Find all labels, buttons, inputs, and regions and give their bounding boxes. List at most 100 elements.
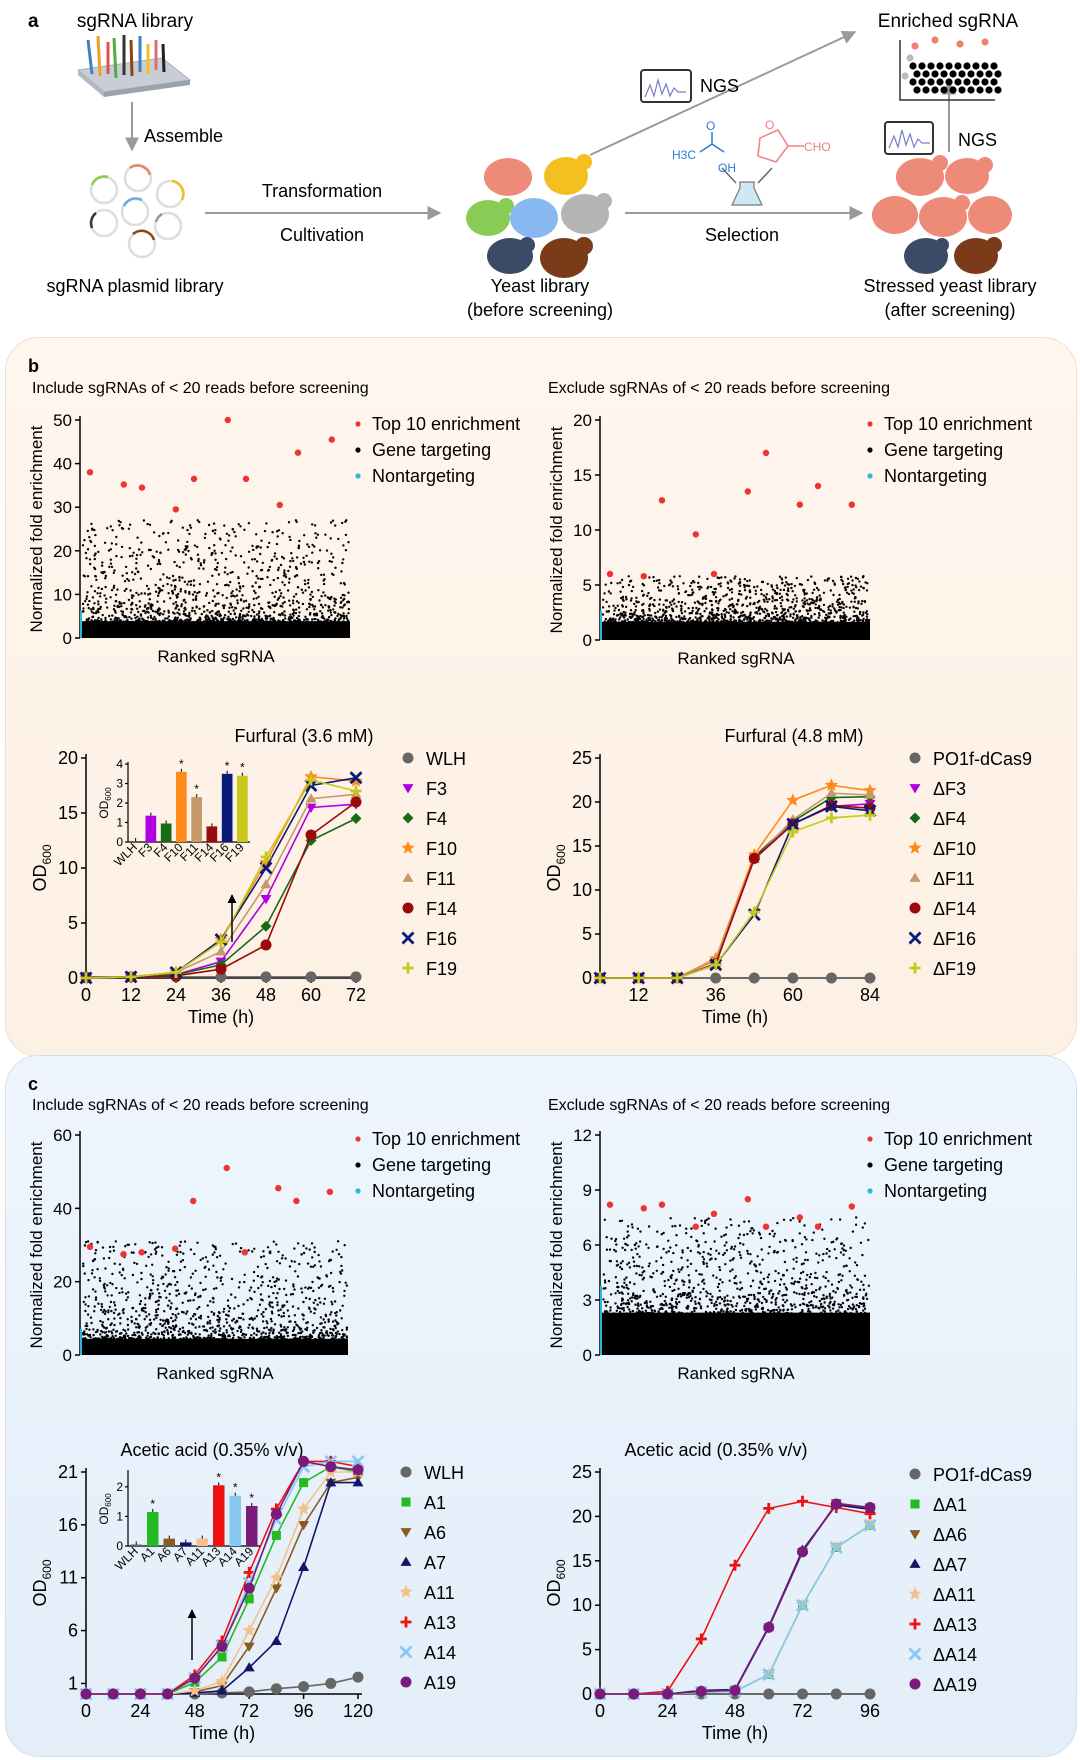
top10-point — [86, 469, 94, 476]
gene-targeting-point — [135, 1262, 139, 1266]
gene-targeting-point — [772, 1292, 775, 1296]
gene-targeting-point — [143, 609, 146, 613]
gene-targeting-point — [853, 610, 856, 613]
gene-targeting-point — [217, 573, 221, 576]
y-tick-label: 0 — [63, 629, 72, 648]
gene-targeting-point — [817, 612, 821, 615]
gene-targeting-point — [640, 620, 644, 623]
gene-targeting-point — [832, 622, 835, 625]
gene-targeting-point — [216, 592, 219, 595]
gene-targeting-point — [166, 1285, 169, 1288]
gene-targeting-point — [789, 1219, 792, 1222]
gene-targeting-point — [843, 620, 847, 624]
gene-targeting-point — [136, 621, 139, 624]
enriched-dot — [922, 70, 930, 78]
gene-targeting-point — [242, 1318, 245, 1321]
gene-targeting-point — [100, 564, 104, 567]
y-tick-label: 20 — [53, 1273, 72, 1292]
gene-targeting-point — [196, 519, 199, 522]
gene-targeting-point — [837, 601, 841, 604]
gene-targeting-point — [787, 622, 790, 625]
gene-targeting-point — [294, 1320, 297, 1324]
gene-targeting-point — [260, 539, 263, 542]
gene-targeting-point — [225, 583, 228, 586]
gene-targeting-point — [318, 1277, 321, 1280]
marker-diamond — [909, 812, 921, 824]
gene-targeting-point — [267, 615, 271, 618]
gene-targeting-point — [118, 620, 121, 623]
gene-targeting-point — [740, 620, 744, 623]
gene-targeting-point — [730, 587, 734, 591]
gene-targeting-point — [258, 1303, 262, 1306]
gene-targeting-point — [85, 597, 88, 601]
gene-targeting-point — [110, 1338, 113, 1342]
gene-targeting-point — [167, 611, 170, 614]
gene-targeting-point — [255, 1327, 259, 1330]
gene-targeting-point — [206, 1260, 209, 1263]
gene-targeting-point — [302, 1244, 305, 1248]
gene-targeting-point — [776, 613, 779, 617]
gene-targeting-point — [626, 1225, 630, 1228]
gene-targeting-point — [630, 589, 633, 593]
gene-targeting-point — [244, 1333, 248, 1337]
gene-targeting-point — [766, 1308, 770, 1312]
gene-targeting-point — [158, 562, 162, 566]
gene-targeting-point — [767, 614, 771, 618]
gene-targeting-point — [608, 619, 611, 622]
top10-point — [710, 570, 718, 578]
gene-targeting-point — [700, 586, 703, 589]
gene-targeting-point — [169, 597, 172, 600]
gene-targeting-point — [88, 599, 91, 603]
enriched-dot — [981, 62, 989, 70]
gene-targeting-point — [341, 561, 344, 565]
gene-targeting-point — [154, 1314, 157, 1317]
gene-targeting-point — [91, 1288, 95, 1291]
gene-targeting-point — [275, 1296, 278, 1300]
gene-targeting-point — [115, 535, 118, 539]
gene-targeting-point — [782, 616, 786, 619]
gene-targeting-point — [677, 600, 680, 604]
gene-targeting-point — [222, 606, 226, 610]
gene-targeting-point — [296, 620, 299, 623]
gene-targeting-point — [256, 577, 260, 580]
gene-targeting-point — [204, 594, 208, 597]
gene-targeting-point — [609, 617, 612, 620]
gene-targeting-point — [322, 573, 326, 576]
gene-targeting-point — [792, 1258, 795, 1261]
gene-targeting-point — [305, 621, 308, 624]
gene-targeting-point — [126, 1334, 130, 1338]
gene-targeting-point — [748, 1262, 752, 1265]
gene-targeting-point — [319, 620, 323, 624]
gene-targeting-point — [710, 603, 714, 607]
gene-targeting-point — [803, 588, 806, 592]
gene-targeting-point — [183, 580, 186, 583]
gene-targeting-point — [304, 1296, 308, 1300]
gene-targeting-point — [276, 535, 279, 538]
gene-targeting-point — [123, 601, 126, 605]
gene-targeting-point — [111, 614, 114, 617]
gene-targeting-point — [320, 1283, 324, 1287]
gene-targeting-point — [237, 523, 240, 526]
gene-targeting-point — [313, 1250, 316, 1254]
gene-targeting-point — [336, 1240, 340, 1243]
gene-targeting-point — [154, 610, 157, 613]
gene-targeting-point — [239, 1326, 242, 1329]
gene-targeting-point — [152, 556, 156, 559]
gene-targeting-point — [292, 619, 296, 622]
gene-targeting-point — [205, 592, 209, 595]
gene-targeting-point — [786, 589, 790, 592]
gene-targeting-point — [153, 1248, 157, 1251]
gene-targeting-point — [714, 600, 718, 603]
marker-circle — [215, 971, 227, 983]
gene-targeting-point — [295, 616, 299, 620]
gene-targeting-point — [103, 620, 106, 624]
gene-targeting-point — [298, 539, 301, 543]
gene-targeting-point — [167, 620, 170, 623]
gene-targeting-point — [337, 1253, 341, 1256]
gene-targeting-point — [113, 609, 117, 613]
gene-targeting-point — [833, 1300, 836, 1304]
gene-targeting-point — [648, 603, 652, 606]
gene-targeting-point — [199, 1258, 202, 1262]
gene-targeting-point — [229, 603, 233, 606]
